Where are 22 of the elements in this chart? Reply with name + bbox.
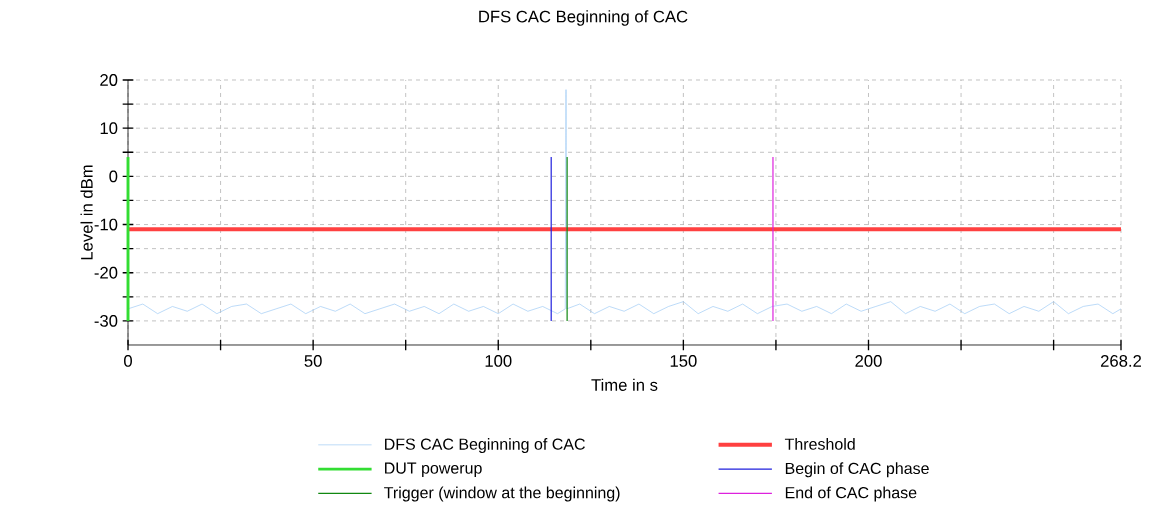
- legend-label: Threshold: [784, 438, 855, 450]
- x-tick-label: 100: [485, 355, 512, 367]
- x-tick-label: 0: [124, 355, 132, 367]
- legend-label: End of CAC phase: [785, 486, 917, 502]
- legend-label: Begin of CAC phase: [785, 462, 929, 478]
- x-tick-label: 150: [670, 355, 697, 367]
- chart-title: DFS CAC Beginning of CAC: [479, 10, 688, 26]
- y-tick-label: 20: [100, 74, 118, 86]
- legend-label: DFS CAC Beginning of CAC: [385, 438, 585, 453]
- y-tick-label: -30: [94, 315, 118, 327]
- y-tick-label: 10: [100, 122, 118, 135]
- x-tick-label: 268.2: [1100, 355, 1141, 367]
- line-series: [127, 89, 1122, 315]
- y-axis-title: Level in dBm: [80, 165, 93, 260]
- x-axis-title: Time in s: [591, 378, 658, 391]
- y-tick-label: -20: [94, 266, 118, 279]
- legend-label: Trigger (window at the beginning): [384, 486, 620, 502]
- x-tick-label: 50: [304, 355, 322, 367]
- legend-label: DUT powerup: [385, 462, 482, 477]
- y-tick-label: -10: [94, 218, 118, 231]
- x-tick-label: 200: [855, 355, 882, 367]
- y-tick-label: 0: [109, 170, 118, 183]
